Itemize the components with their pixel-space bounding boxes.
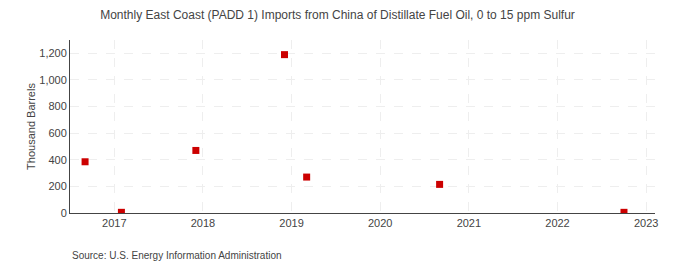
svg-text:2020: 2020 [368, 217, 392, 229]
svg-text:Source: U.S. Energy Informatio: Source: U.S. Energy Information Administ… [72, 250, 282, 261]
svg-text:1,200: 1,200 [39, 47, 67, 59]
svg-text:1,000: 1,000 [39, 74, 67, 86]
svg-text:2023: 2023 [634, 217, 658, 229]
svg-text:600: 600 [48, 127, 66, 139]
svg-text:Thousand Barrels: Thousand Barrels [25, 83, 37, 170]
svg-text:200: 200 [48, 180, 66, 192]
svg-text:Monthly East Coast (PADD 1) Im: Monthly East Coast (PADD 1) Imports from… [100, 8, 575, 22]
svg-text:800: 800 [48, 100, 66, 112]
svg-text:400: 400 [48, 154, 66, 166]
svg-text:2017: 2017 [102, 217, 126, 229]
svg-text:2021: 2021 [457, 217, 481, 229]
svg-text:2019: 2019 [279, 217, 303, 229]
svg-text:2018: 2018 [191, 217, 215, 229]
svg-text:2022: 2022 [545, 217, 569, 229]
svg-text:0: 0 [61, 207, 67, 219]
